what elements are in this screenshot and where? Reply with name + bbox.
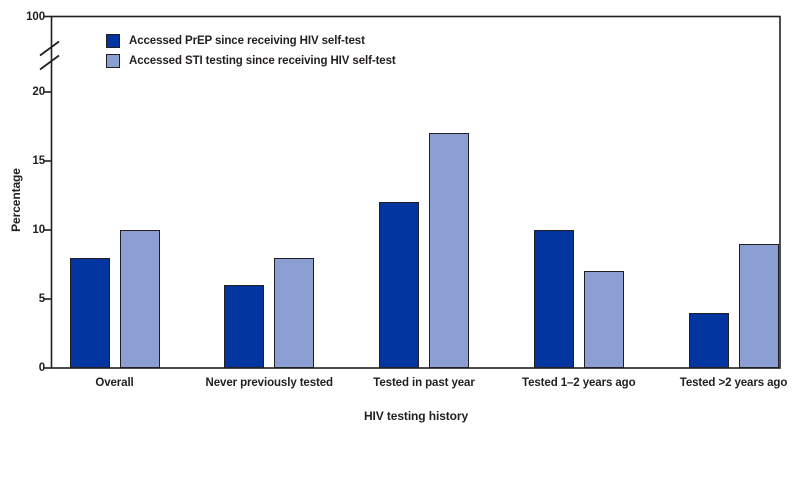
bar-sti-3 <box>583 271 624 368</box>
bar-prep-2 <box>379 202 419 368</box>
legend-swatch-prep <box>106 34 120 48</box>
y-tick-label: 100 <box>26 10 45 23</box>
legend-item-sti: Accessed STI testing since receiving HIV… <box>106 51 396 71</box>
y-tick-label: 20 <box>32 86 45 98</box>
x-category-label: Tested 1–2 years ago <box>522 377 636 389</box>
bar-prep-4 <box>688 312 729 368</box>
bar-prep-0 <box>69 257 110 368</box>
axis-break-mark <box>39 40 60 57</box>
x-category-label: Tested in past year <box>373 377 475 389</box>
legend-label-sti: Accessed STI testing since receiving HIV… <box>129 55 396 67</box>
legend-label-prep: Accessed PrEP since receiving HIV self-t… <box>129 35 365 47</box>
y-tick-label: 10 <box>32 224 45 236</box>
y-tick-label: 5 <box>38 293 45 305</box>
x-category-label: Never previously tested <box>205 377 334 389</box>
x-category-label: Overall <box>95 377 134 389</box>
legend-item-prep: Accessed PrEP since receiving HIV self-t… <box>106 31 396 51</box>
plot-frame <box>50 15 781 369</box>
legend-swatch-sti <box>106 54 120 68</box>
bar-prep-1 <box>224 285 265 368</box>
y-tick-label: 0 <box>38 362 45 374</box>
y-tick-label: 15 <box>32 155 45 167</box>
bar-sti-2 <box>429 133 469 368</box>
legend: Accessed PrEP since receiving HIV self-t… <box>106 31 396 71</box>
bar-prep-3 <box>533 230 574 368</box>
bar-sti-4 <box>738 243 779 368</box>
axis-break-mark <box>39 54 60 71</box>
bar-sti-1 <box>274 257 315 368</box>
bar-sti-0 <box>119 230 160 368</box>
x-axis-title: HIV testing history <box>363 409 469 423</box>
x-category-label: Tested >2 years ago <box>679 377 788 389</box>
y-tick-marks <box>43 15 52 369</box>
